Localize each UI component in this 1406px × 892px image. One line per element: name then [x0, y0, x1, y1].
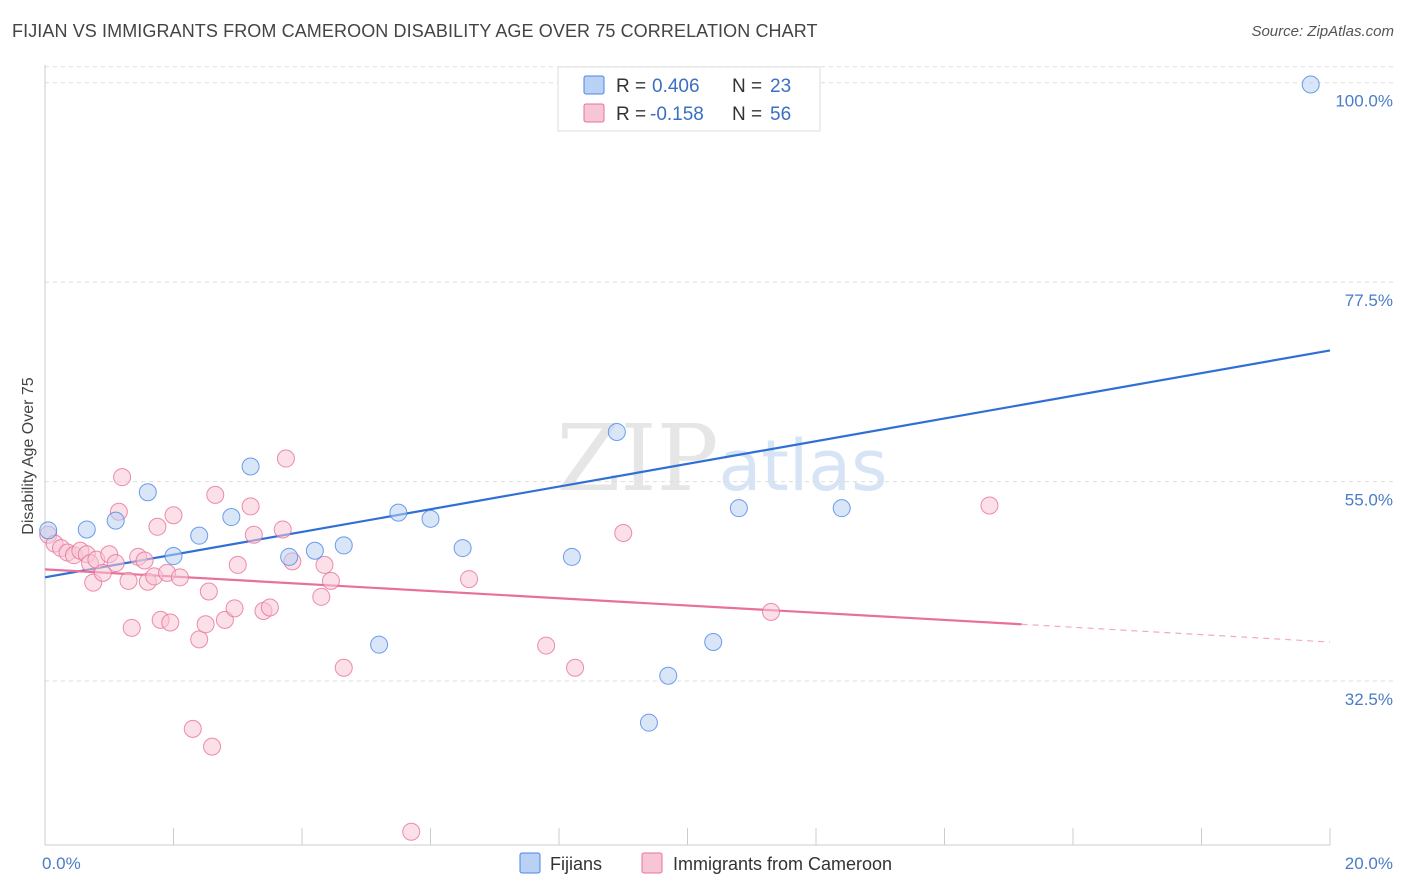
fijians-point: [1301, 75, 1320, 94]
cameroon-point: [161, 613, 180, 632]
fijians-point: [562, 547, 581, 566]
chart-title: FIJIAN VS IMMIGRANTS FROM CAMEROON DISAB…: [12, 21, 818, 41]
fijians-point: [639, 713, 658, 732]
cameroon-point: [170, 568, 189, 587]
cameroon-point: [119, 571, 138, 590]
y-tick-label: 100.0%: [1335, 92, 1393, 111]
cameroon-point: [334, 658, 353, 677]
legend-r-value-2: -0.158: [650, 104, 704, 125]
legend-r-value-1: 0.406: [652, 76, 700, 97]
cameroon-point: [315, 555, 334, 574]
cameroon-point: [106, 554, 125, 573]
cameroon-point: [206, 485, 225, 504]
x-tick-label-min: 0.0%: [42, 854, 81, 873]
fijians-point: [704, 633, 723, 652]
stats-legend: R = 0.406 N = 23 R = -0.158 N = 56: [557, 66, 821, 132]
fijians-point: [305, 541, 324, 560]
cameroon-point: [460, 570, 479, 589]
fijians-point: [138, 483, 157, 502]
fijians-point: [222, 508, 241, 527]
cameroon-point: [321, 571, 340, 590]
legend-swatch-cameroon: [583, 103, 605, 123]
cameroon-point: [225, 599, 244, 618]
cameroon-point: [228, 555, 247, 574]
fijians-point: [334, 536, 353, 555]
watermark: ZIPatlas: [556, 405, 887, 512]
fijians-point: [241, 457, 260, 476]
cameroon-point: [244, 525, 263, 544]
cameroon-trend-line: [44, 568, 1022, 626]
legend-n-value-2: 56: [770, 104, 791, 125]
legend-n-label-2: N =: [732, 104, 762, 125]
cameroon-point: [199, 582, 218, 601]
cameroon-point: [537, 636, 556, 655]
cameroon-point: [980, 496, 999, 515]
series-legend: Fijians Immigrants from Cameroon: [519, 852, 892, 874]
bottom-legend-swatch-fijians: [519, 852, 541, 874]
y-axis-label: Disability Age Over 75: [20, 377, 37, 535]
cameroon-point: [148, 517, 167, 536]
cameroon-point: [113, 468, 132, 487]
cameroon-point: [196, 615, 215, 634]
cameroon-point: [135, 551, 154, 570]
fijians-point: [39, 521, 58, 540]
data-points: [39, 75, 1320, 841]
legend-n-label-1: N =: [732, 76, 762, 97]
fijians-point: [106, 511, 125, 530]
fijians-point: [389, 503, 408, 522]
x-tick-label-max: 20.0%: [1345, 854, 1393, 873]
cameroon-point: [164, 506, 183, 525]
fijians-point: [421, 509, 440, 528]
y-tick-label: 77.5%: [1345, 291, 1393, 310]
fijians-point: [370, 635, 389, 654]
bottom-legend-swatch-cameroon: [641, 852, 663, 874]
fijians-point: [77, 520, 96, 539]
cameroon-point: [273, 520, 292, 539]
legend-swatch-fijians: [583, 75, 605, 95]
cameroon-point: [312, 587, 331, 606]
cameroon-point: [93, 563, 112, 582]
cameroon-point: [203, 737, 222, 756]
cameroon-point: [276, 449, 295, 468]
y-tick-label: 55.0%: [1345, 491, 1393, 510]
cameroon-point: [241, 497, 260, 516]
legend-r-label-2: R =: [616, 104, 646, 125]
fijians-point: [453, 539, 472, 558]
cameroon-point: [215, 610, 234, 629]
cameroon-point: [402, 822, 421, 841]
fijians-point: [729, 499, 748, 518]
fijians-point: [164, 547, 183, 566]
fijians-trend-line: [44, 349, 1331, 579]
legend-r-label-1: R =: [616, 76, 646, 97]
fijians-point: [832, 499, 851, 518]
source-label: Source: ZipAtlas.com: [1251, 23, 1394, 40]
y-tick-labels: 32.5% 55.0% 77.5% 100.0%: [1335, 92, 1393, 709]
bottom-legend-label-fijians: Fijians: [550, 854, 602, 874]
cameroon-point: [183, 719, 202, 738]
bottom-legend-label-cameroon: Immigrants from Cameroon: [673, 854, 892, 874]
fijians-point: [659, 666, 678, 685]
fijians-point: [607, 422, 626, 441]
cameroon-point: [260, 598, 279, 617]
cameroon-point: [762, 602, 781, 621]
cameroon-point: [190, 630, 209, 649]
legend-n-value-1: 23: [770, 76, 791, 97]
cameroon-point: [566, 658, 585, 677]
cameroon-point: [122, 618, 141, 637]
cameroon-trend-line-extension: [1021, 623, 1331, 643]
y-tick-label: 32.5%: [1345, 690, 1393, 709]
axes: [44, 65, 1331, 846]
fijians-point: [190, 526, 209, 545]
cameroon-point: [614, 524, 633, 542]
fijians-point: [280, 547, 299, 566]
